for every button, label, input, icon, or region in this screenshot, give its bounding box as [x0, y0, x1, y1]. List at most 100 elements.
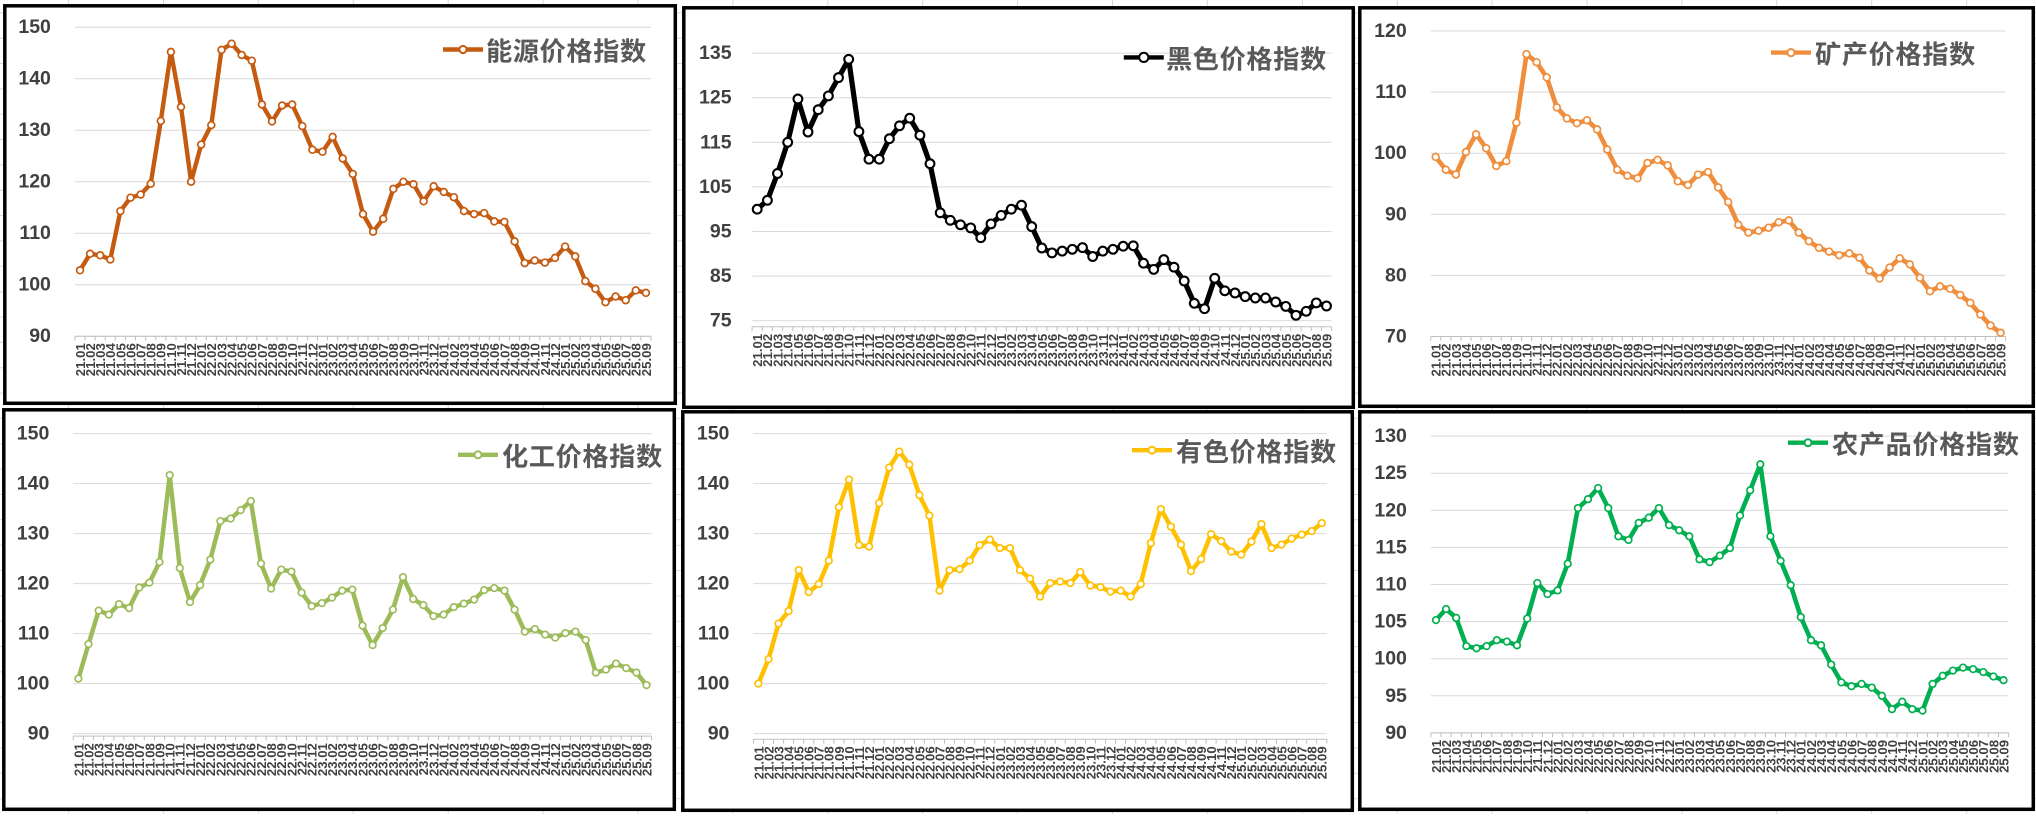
svg-text:25.03: 25.03: [1936, 740, 1951, 773]
svg-text:24.10: 24.10: [528, 343, 543, 376]
svg-text:22.10: 22.10: [1642, 740, 1657, 773]
svg-text:24.03: 24.03: [457, 743, 472, 776]
svg-text:100: 100: [1374, 648, 1407, 670]
svg-text:25.05: 25.05: [599, 743, 614, 776]
svg-text:25.05: 25.05: [1274, 746, 1289, 779]
svg-text:24.02: 24.02: [447, 343, 462, 376]
svg-text:25.05: 25.05: [598, 343, 613, 376]
svg-text:23.01: 23.01: [993, 746, 1008, 779]
svg-text:21.09: 21.09: [1509, 344, 1524, 377]
svg-text:25.08: 25.08: [629, 743, 644, 776]
svg-text:21.11: 21.11: [852, 334, 867, 366]
svg-text:110: 110: [18, 623, 50, 645]
svg-text:22.01: 22.01: [872, 334, 887, 367]
svg-text:115: 115: [700, 131, 732, 153]
svg-text:22.03: 22.03: [1570, 344, 1585, 377]
svg-text:105: 105: [699, 176, 732, 198]
svg-text:25.09: 25.09: [639, 743, 654, 776]
svg-text:22.12: 22.12: [983, 746, 998, 779]
svg-text:21.03: 21.03: [93, 343, 108, 376]
svg-text:21.12: 21.12: [862, 334, 877, 367]
svg-text:23.09: 23.09: [396, 743, 411, 776]
svg-text:24.03: 24.03: [457, 343, 472, 376]
svg-text:22.12: 22.12: [305, 743, 320, 776]
svg-text:120: 120: [17, 573, 50, 595]
svg-text:21.12: 21.12: [1540, 344, 1555, 377]
svg-text:23.08: 23.08: [1743, 740, 1758, 773]
svg-text:21.04: 21.04: [782, 746, 797, 780]
svg-text:150: 150: [18, 16, 51, 38]
svg-text:21.01: 21.01: [751, 746, 766, 779]
svg-text:23.03: 23.03: [1692, 740, 1707, 773]
svg-text:24.11: 24.11: [1218, 334, 1233, 366]
svg-text:75: 75: [710, 310, 732, 332]
svg-text:22.07: 22.07: [1610, 344, 1625, 377]
svg-text:24.12: 24.12: [548, 743, 563, 776]
svg-text:25.09: 25.09: [1996, 740, 2011, 773]
svg-text:22.03: 22.03: [892, 334, 907, 367]
svg-text:25.04: 25.04: [588, 343, 603, 377]
svg-text:21.07: 21.07: [812, 746, 827, 779]
svg-text:23.09: 23.09: [1751, 344, 1766, 377]
svg-text:25.02: 25.02: [568, 743, 583, 776]
svg-text:23.08: 23.08: [386, 743, 401, 776]
svg-text:24.04: 24.04: [1144, 746, 1159, 780]
svg-text:24.05: 24.05: [1157, 334, 1172, 367]
svg-text:25.06: 25.06: [1966, 740, 1981, 773]
svg-text:23.03: 23.03: [336, 343, 351, 376]
svg-text:24.04: 24.04: [467, 343, 482, 377]
svg-text:21.01: 21.01: [71, 743, 86, 776]
svg-text:25.04: 25.04: [1946, 739, 1961, 773]
svg-text:22.09: 22.09: [275, 343, 290, 376]
svg-text:23.03: 23.03: [1691, 344, 1706, 377]
svg-text:90: 90: [28, 723, 50, 745]
svg-text:21.06: 21.06: [123, 343, 138, 376]
svg-text:125: 125: [1374, 462, 1407, 484]
svg-text:22.02: 22.02: [204, 343, 219, 376]
svg-text:23.08: 23.08: [386, 343, 401, 376]
svg-text:21.06: 21.06: [1479, 344, 1494, 377]
svg-text:22.07: 22.07: [254, 743, 269, 776]
svg-text:23.12: 23.12: [1106, 334, 1121, 367]
svg-text:25.04: 25.04: [1943, 343, 1958, 377]
svg-text:24.06: 24.06: [1167, 334, 1182, 367]
svg-text:22.05: 22.05: [235, 343, 250, 376]
svg-text:24.03: 24.03: [1134, 746, 1149, 779]
svg-text:23.12: 23.12: [1782, 344, 1797, 377]
svg-text:21.08: 21.08: [142, 743, 157, 776]
svg-text:100: 100: [697, 673, 730, 695]
svg-text:23.01: 23.01: [1671, 344, 1686, 377]
svg-text:24.10: 24.10: [1208, 334, 1223, 367]
svg-text:23.06: 23.06: [1043, 746, 1058, 779]
svg-text:130: 130: [18, 119, 51, 141]
svg-text:23.11: 23.11: [1774, 740, 1789, 772]
svg-text:21.02: 21.02: [81, 743, 96, 776]
svg-text:21.08: 21.08: [822, 746, 837, 779]
svg-text:25.09: 25.09: [639, 343, 654, 376]
svg-text:21.11: 21.11: [174, 343, 189, 375]
svg-text:24.09: 24.09: [1872, 344, 1887, 377]
svg-text:23.05: 23.05: [1035, 334, 1050, 367]
svg-text:22.04: 22.04: [1580, 343, 1595, 377]
svg-text:22.05: 22.05: [912, 746, 927, 779]
svg-text:24.01: 24.01: [437, 743, 452, 776]
svg-text:23.12: 23.12: [1784, 740, 1799, 773]
svg-text:23.02: 23.02: [325, 743, 340, 776]
svg-text:23.01: 23.01: [315, 343, 330, 376]
svg-text:23.04: 23.04: [345, 742, 360, 776]
svg-text:23.05: 23.05: [1713, 740, 1728, 773]
svg-text:21.06: 21.06: [1480, 740, 1495, 773]
svg-text:21.03: 21.03: [770, 334, 785, 367]
svg-text:22.10: 22.10: [963, 746, 978, 779]
svg-text:22.06: 22.06: [1601, 740, 1616, 773]
svg-text:90: 90: [1385, 203, 1407, 225]
svg-text:90: 90: [29, 325, 51, 347]
svg-text:21.10: 21.10: [842, 334, 857, 367]
svg-text:22.05: 22.05: [1590, 344, 1605, 377]
svg-text:25.05: 25.05: [1953, 344, 1968, 377]
svg-text:24.08: 24.08: [1862, 344, 1877, 377]
svg-text:24.07: 24.07: [497, 343, 512, 376]
svg-text:24.10: 24.10: [528, 743, 543, 776]
svg-text:115: 115: [1375, 536, 1407, 558]
svg-text:25.06: 25.06: [1285, 746, 1300, 779]
